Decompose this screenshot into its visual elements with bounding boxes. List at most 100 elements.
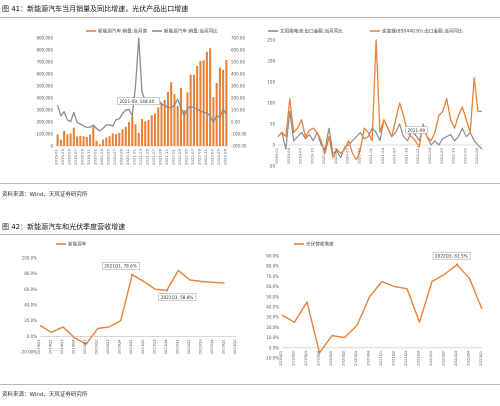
- nev-rev-x-tick: 2022Q1: [174, 339, 179, 355]
- nev-rev-y-tick: 0.0%: [27, 334, 37, 339]
- nev-sales-bar: [76, 136, 79, 146]
- nev-sales-bar: [205, 51, 208, 146]
- nev-sales-x-tick: 2022-05: [183, 148, 188, 164]
- nev-sales-right-y-tick: 700.00: [231, 36, 245, 41]
- pv-exports-y-tick: 100: [267, 101, 275, 106]
- pv-rev-x-tick: 2022Q2: [441, 350, 446, 366]
- nev-sales-bar: [95, 140, 98, 146]
- nev-sales-left-y-tick: 900,000: [36, 36, 53, 41]
- nev-sales-x-tick: 2022-11: [203, 148, 208, 164]
- nev-sales-bar: [150, 115, 153, 146]
- nev-sales-left-y-tick: 200,000: [36, 120, 53, 125]
- nev-sales-left-y-tick: 500,000: [36, 84, 53, 89]
- nev-sales-left-y-tick: 600,000: [36, 72, 53, 77]
- pv-exports-x-tick: 2023-04: [474, 147, 479, 163]
- pv-exports-x-tick: 2022-07: [439, 147, 444, 163]
- figure-title-41: 图 41：新能源汽车当月销量及同比增速，光伏产品出口增速: [2, 5, 189, 13]
- nev-sales-bar: [98, 144, 101, 146]
- nev-sales-bar: [189, 74, 192, 146]
- nev-sales-bar: [105, 137, 108, 146]
- nev-rev-x-tick: 2019Q3: [59, 339, 64, 355]
- pv-rev-y-tick: 40.0%: [266, 305, 279, 310]
- pv-exports-annotation-box: [405, 126, 428, 134]
- pv-exports-x-tick: 2021-04: [380, 147, 385, 163]
- pv-exports-y-tick: 150: [267, 80, 275, 85]
- pv-exports-x-tick: 2022-04: [427, 147, 432, 163]
- nev-rev-x-tick: 2021Q1: [128, 339, 133, 355]
- figure-source-41: 资料来源：Wind，天风证券研究所: [2, 192, 88, 198]
- nev-rev-annotation-dot-1: [131, 273, 134, 276]
- pv-rev-y-tick: 0.0%: [269, 345, 279, 350]
- nev-sales-x-tick: 2020-05: [106, 148, 111, 164]
- nev-sales-bar: [108, 136, 111, 146]
- nev-sales-left-y-tick: 0: [50, 144, 53, 149]
- pv-rev-x-tick: 2021Q1: [378, 350, 383, 366]
- nev-sales-right-y-tick: 0.00: [231, 120, 240, 125]
- figure-source-42: 资料来源：Wind，天风证券研究所: [2, 392, 88, 398]
- nev-sales-bar: [79, 135, 82, 146]
- nev-rev-x-tick: 2023Q1: [220, 339, 225, 355]
- nev-rev-annotation-dot-2: [165, 289, 169, 292]
- nev-sales-bar: [56, 134, 59, 146]
- nev-rev-y-tick: -20.00%: [20, 350, 37, 355]
- nev-sales-bar: [157, 107, 160, 146]
- nev-sales-left-y-tick: 400,000: [36, 96, 53, 101]
- pv-exports-x-tick: 2023-01: [462, 147, 467, 163]
- nev-sales-bar: [147, 119, 150, 146]
- nev-rev-x-tick: 2020Q4: [117, 339, 122, 355]
- nev-sales-right-y-tick: 600.00: [231, 48, 245, 53]
- nev-sales-bar: [85, 137, 88, 146]
- pv-rev-x-tick: 2022Q1: [428, 350, 433, 366]
- nev-sales-left-y-tick: 300,000: [36, 108, 53, 113]
- nev-sales-right-y-tick: 300.00: [231, 84, 245, 89]
- nev-rev-y-tick: 80.0%: [24, 271, 37, 276]
- figure-rule-bottom-41: [0, 183, 500, 184]
- pv-exports-x-tick: 2020-07: [345, 147, 350, 163]
- nev-sales-bar: [196, 66, 199, 146]
- pv-rev-y-tick: 70.0%: [266, 274, 279, 279]
- nev-sales-bar: [166, 92, 170, 146]
- nev-sales-bar: [192, 74, 195, 146]
- nev-sales-bar: [131, 116, 134, 146]
- pv-exports-x-tick: 2021-07: [392, 147, 397, 163]
- nev-sales-bar: [218, 67, 221, 146]
- pv-rev-x-tick: 2022Q3: [453, 350, 458, 366]
- pv-rev-legend-label: 光伏营收增速: [306, 241, 334, 248]
- nev-rev-annotation-2-box: [158, 293, 197, 302]
- nev-sales-bar: [225, 59, 228, 146]
- pv-exports-x-tick: 2019-01: [274, 147, 279, 163]
- pv-exports-solar-line: [277, 110, 483, 159]
- nev-sales-x-tick: 2021-07: [151, 148, 156, 164]
- nev-sales-left-y-tick: 800,000: [36, 48, 53, 53]
- nev-sales-bar: [209, 48, 212, 146]
- nev-sales-bar: [66, 134, 69, 146]
- nev-rev-x-tick: 2023Q2: [232, 339, 237, 355]
- nev-sales-bar: [89, 134, 92, 146]
- figure-rule-top-42: [0, 234, 500, 235]
- nev-sales-bar: [144, 121, 147, 146]
- pv-rev-x-tick: 2021Q2: [391, 350, 396, 366]
- nev-sales-bar: [222, 69, 225, 146]
- pv-rev-x-tick: 2021Q3: [403, 350, 408, 366]
- pv-exports-y-tick: 50: [270, 122, 276, 127]
- nev-sales-right-y-tick: -200.00: [231, 144, 247, 149]
- pv-exports-legend-2-label: 逆变器(85044030):出口金额:当月同比: [382, 28, 463, 35]
- nev-sales-x-tick: 2019-05: [67, 148, 72, 164]
- pv-exports-x-tick: 2020-10: [356, 147, 361, 163]
- nev-sales-x-tick: 2020-11: [125, 148, 130, 164]
- nev-sales-x-tick: 2021-05: [144, 148, 149, 164]
- nev-sales-bar: [63, 130, 66, 146]
- pv-exports-x-tick: 2021-01: [368, 147, 373, 163]
- nev-sales-right-y-tick: 400.00: [231, 72, 245, 77]
- pv-rev-x-tick: 2021Q4: [416, 350, 421, 366]
- nev-rev-x-tick: 2020Q1: [82, 339, 87, 355]
- nev-rev-annotation-2-text: 2021Q3, 58.8%: [161, 295, 194, 300]
- pv-exports-y-tick: 0: [272, 143, 275, 148]
- pv-rev-x-tick: 2022Q4: [466, 350, 471, 366]
- nev-sales-bar: [92, 126, 95, 146]
- pv-exports-inverter-line: [277, 39, 482, 161]
- nev-sales-x-tick: 2023-03: [216, 148, 221, 164]
- pv-exports-x-tick: 2022-01: [415, 147, 420, 163]
- figure-rule-bottom-42: [0, 384, 500, 385]
